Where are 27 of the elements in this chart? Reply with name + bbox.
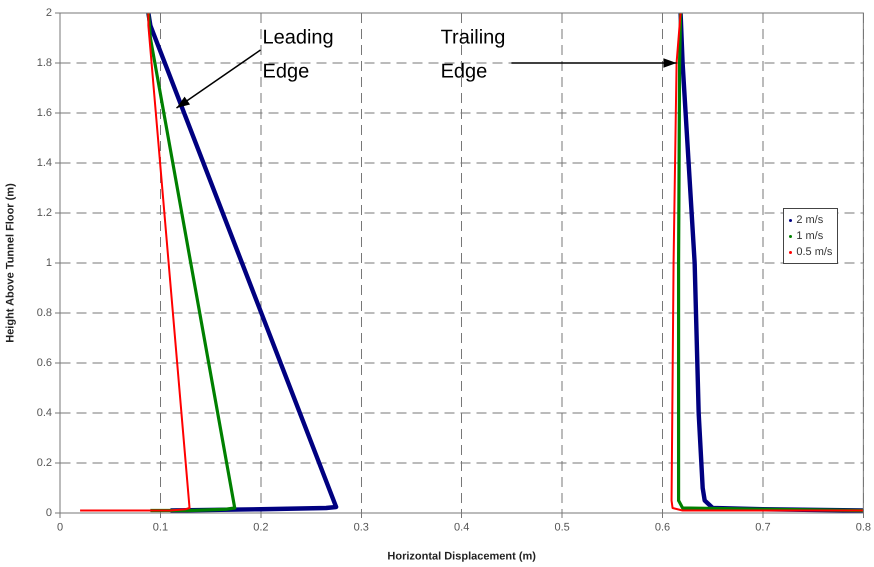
x-tick-label: 0.6: [654, 522, 670, 534]
y-tick-label: 0.4: [36, 407, 52, 420]
x-tick-label: 0.1: [152, 522, 168, 534]
y-tick-label: 1.6: [36, 107, 52, 120]
y-axis-title: Height Above Tunnel Floor (m): [4, 182, 17, 343]
x-tick-label: 0.7: [755, 522, 771, 534]
x-tick-label: 0.5: [554, 522, 570, 534]
legend-label: 1 m/s: [795, 229, 824, 244]
y-tick-label: 0.6: [36, 357, 52, 370]
y-tick-label: 1: [46, 257, 52, 270]
x-tick-label: 0.4: [454, 522, 470, 534]
y-tick-label: 2: [46, 7, 52, 20]
x-tick-label: 0.3: [354, 522, 369, 534]
y-tick-label: 0: [46, 507, 52, 520]
y-tick-label: 0.8: [36, 307, 52, 320]
y-tick-label: 1.4: [36, 157, 52, 170]
x-tick-label: 0: [56, 522, 64, 534]
y-tick-label: 0.2: [36, 457, 52, 470]
x-tick-label: 0.8: [856, 522, 872, 534]
legend-label: 2 m/s: [795, 213, 824, 228]
x-tick-label: 0.2: [253, 522, 268, 534]
legend-label: 0.5 m/s: [795, 245, 832, 260]
annotation: Trailing Edge: [440, 26, 506, 83]
y-tick-label: 1.2: [36, 207, 52, 220]
x-axis-title: Horizontal Displacement (m): [387, 550, 536, 562]
annotation: Leading Edge: [262, 26, 334, 83]
y-tick-label: 1.8: [36, 57, 52, 70]
